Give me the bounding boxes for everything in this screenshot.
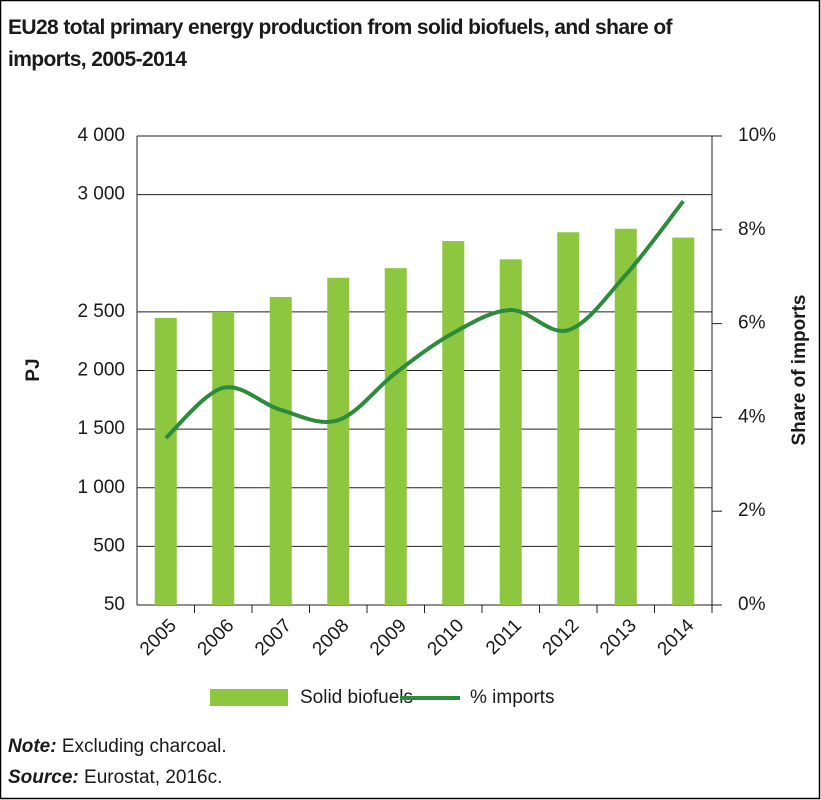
bar [557,232,580,605]
bar [327,277,350,605]
y-tick-label: 50 [104,594,125,615]
x-tick-label: 2011 [482,615,526,659]
note: Note: Excluding charcoal. [8,736,227,757]
note-text: Excluding charcoal. [62,736,227,757]
y2-tick-label: 8% [738,219,766,240]
source-label: Source: [8,767,79,788]
y2-tick-label: 4% [738,406,766,427]
y-tick-label: 500 [93,535,125,556]
x-tick-label: 2014 [654,615,699,660]
bar [672,237,695,605]
legend-label: Solid biofuels [300,687,413,708]
bar [269,296,292,605]
y-tick-label: 3 000 [77,184,125,205]
y-tick-label: 1 500 [77,418,125,439]
x-tick-label: 2005 [136,615,181,660]
note-label: Note: [8,736,57,757]
bar [154,317,177,605]
y-tick-label: 4 000 [77,125,125,146]
y2-axis-label: Share of imports [789,295,810,446]
y2-tick-label: 10% [738,125,776,146]
legend-label: % imports [470,687,554,708]
y-tick-label: 2 500 [77,301,125,322]
y-tick-label: 1 000 [77,477,125,498]
x-tick-label: 2009 [366,615,411,660]
chart-title: EU28 total primary energy production fro… [8,16,674,71]
y-axis-label: PJ [23,358,44,381]
bar [442,241,465,605]
y2-tick-label: 0% [738,594,766,615]
x-tick-label: 2012 [539,615,584,660]
bar [614,228,637,605]
source-text: Eurostat, 2016c. [84,767,222,788]
line [164,199,685,440]
bar [499,259,522,605]
source: Source: Eurostat, 2016c. [8,767,222,788]
x-tick-label: 2010 [424,615,469,660]
legend-swatch [210,689,288,706]
bar [212,311,235,605]
y2-tick-label: 6% [738,313,766,334]
y-tick-label: 2 000 [77,360,125,381]
x-tick-label: 2013 [596,615,641,660]
y2-tick-label: 2% [738,500,766,521]
x-tick-label: 2006 [194,615,239,660]
bar [384,268,407,605]
x-tick-label: 2008 [309,615,354,660]
x-tick-label: 2007 [251,615,296,660]
